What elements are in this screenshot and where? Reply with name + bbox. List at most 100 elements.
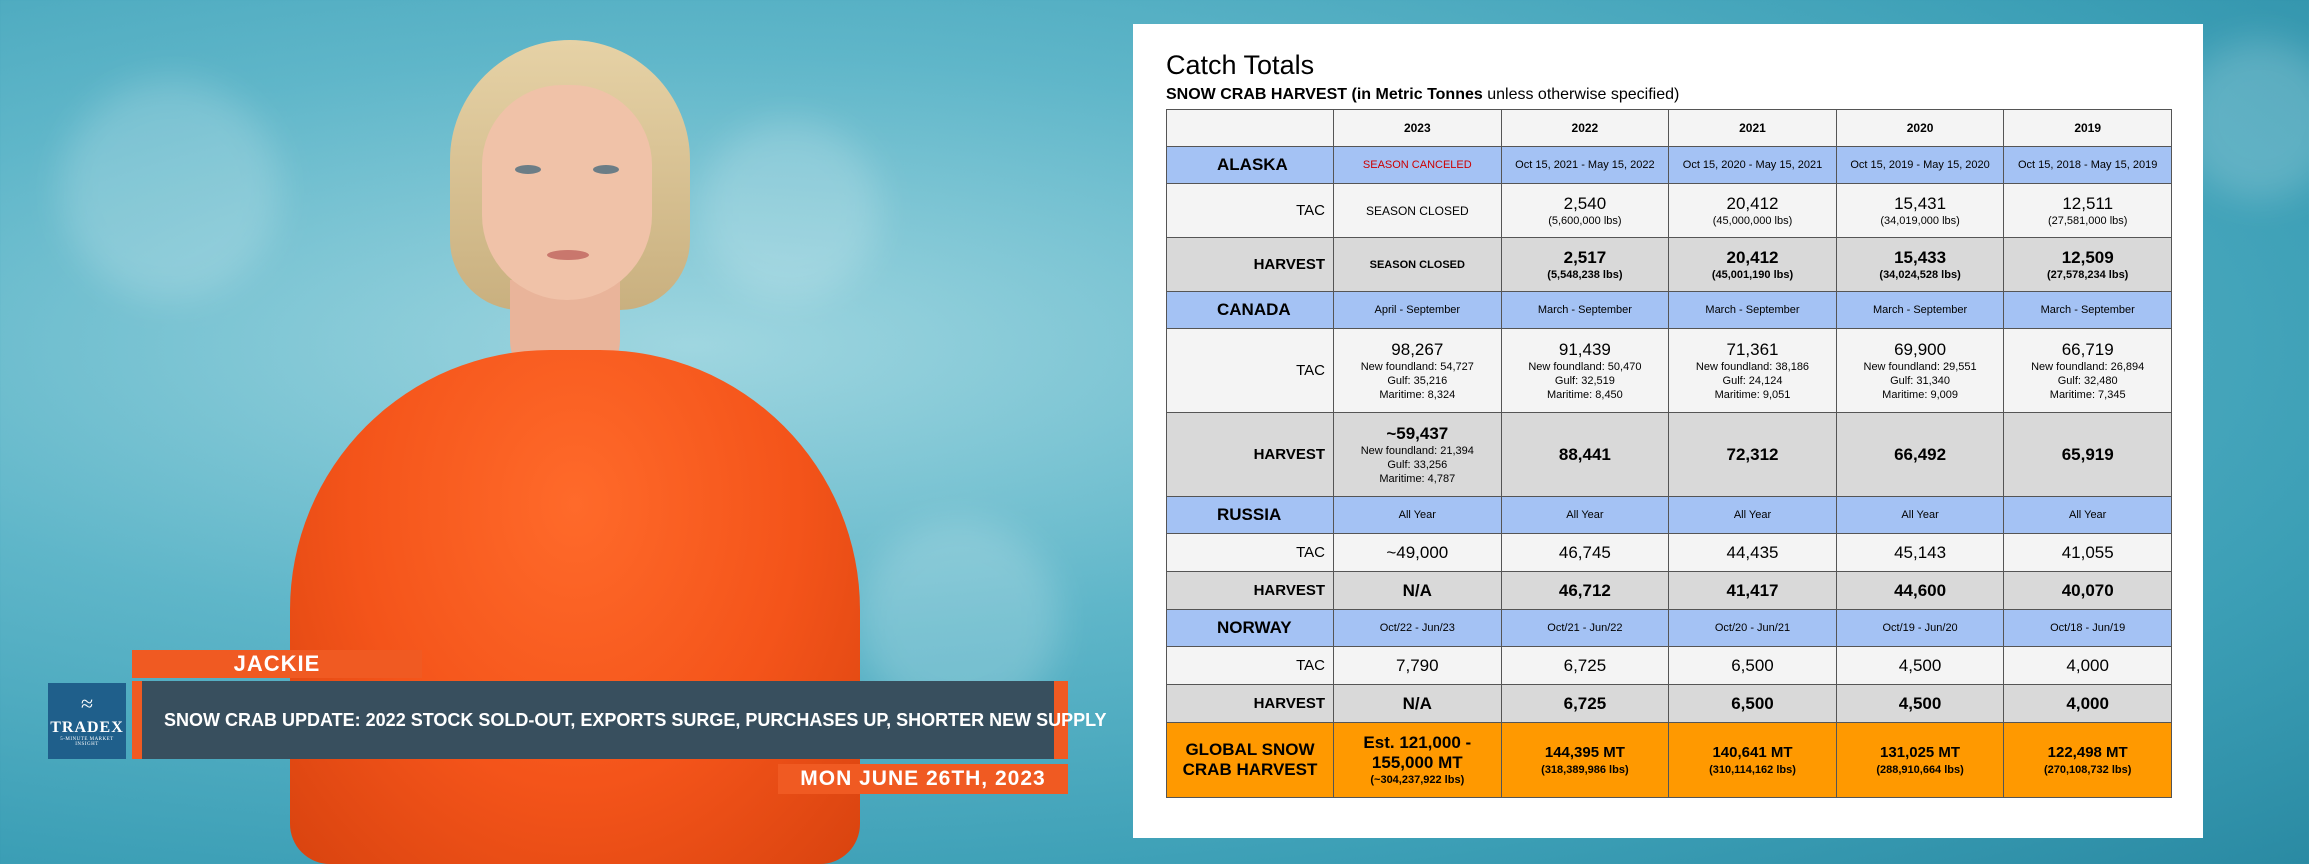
cell-line: New foundland: 54,727 bbox=[1360, 360, 1474, 373]
table-cell: 12,511 (27,581,000 lbs) bbox=[2003, 183, 2172, 238]
background-blur bbox=[60, 80, 280, 300]
cell-main: 6,725 bbox=[1563, 655, 1607, 675]
cell-main: 4,000 bbox=[2066, 693, 2109, 713]
cell-line: Maritime: 8,324 bbox=[1379, 388, 1456, 401]
season-period: Oct/20 - Jun/21 bbox=[1668, 609, 1837, 647]
year-header-row: 2023 2022 2021 2020 2019 bbox=[1166, 109, 2172, 147]
cell-sub: (310,114,162 lbs) bbox=[1709, 764, 1796, 776]
cell-main: 131,025 MT bbox=[1880, 744, 1961, 761]
cell-main: N/A bbox=[1402, 693, 1432, 713]
row-label: HARVEST bbox=[1166, 571, 1334, 610]
table-cell: 15,431 (34,019,000 lbs) bbox=[1835, 183, 2005, 238]
season-period: Oct/19 - Jun/20 bbox=[1835, 609, 2005, 647]
table-cell: 46,712 bbox=[1500, 571, 1670, 610]
table-cell: Est. 121,000 - 155,000 MT (~304,237,922 … bbox=[1333, 722, 1502, 798]
table-cell: 2,540 (5,600,000 lbs) bbox=[1500, 183, 1670, 238]
subtitle-bold: SNOW CRAB HARVEST bbox=[1166, 86, 1348, 103]
cell-line: New foundland: 26,894 bbox=[2031, 360, 2145, 373]
cell-main: 72,312 bbox=[1726, 444, 1779, 464]
table-cell: 41,417 bbox=[1668, 571, 1837, 610]
row-label: TAC bbox=[1166, 328, 1334, 413]
cell-main: Est. 121,000 - bbox=[1363, 733, 1472, 752]
cell-main: 4,500 bbox=[1898, 655, 1942, 675]
table-cell: 15,433 (34,024,528 lbs) bbox=[1835, 237, 2005, 292]
table-cell: N/A bbox=[1333, 684, 1502, 723]
row-label: TAC bbox=[1166, 533, 1334, 572]
table-cell: 2,517 (5,548,238 lbs) bbox=[1500, 237, 1670, 292]
canada-tac-row: TAC 98,267 New foundland: 54,727 Gulf: 35,… bbox=[1166, 328, 2172, 413]
cell-line: Gulf: 31,340 bbox=[1890, 374, 1951, 387]
cell-sub: (318,389,986 lbs) bbox=[1541, 764, 1629, 776]
table-cell: 140,641 MT (310,114,162 lbs) bbox=[1668, 722, 1837, 798]
region-name: NORWAY bbox=[1166, 609, 1334, 647]
cell-line: Gulf: 32,519 bbox=[1554, 374, 1615, 387]
cell-main: 144,395 MT bbox=[1544, 744, 1625, 761]
season-period: Oct/21 - Jun/22 bbox=[1500, 609, 1670, 647]
cell-main: 6,500 bbox=[1731, 655, 1774, 675]
table-cell: 4,000 bbox=[2003, 684, 2172, 723]
catch-table: 2023 2022 2021 2020 2019 ALASKA SEASON C… bbox=[1166, 109, 2172, 798]
table-cell: SEASON CLOSED bbox=[1333, 237, 1502, 292]
norway-tac-row: TAC 7,790 6,725 6,500 4,500 4,000 bbox=[1166, 646, 2172, 685]
table-cell: 7,790 bbox=[1333, 646, 1502, 685]
region-row-canada: CANADA April - September March - Septemb… bbox=[1166, 291, 2172, 329]
table-cell: 46,745 bbox=[1500, 533, 1670, 572]
russia-tac-row: TAC ~49,000 46,745 44,435 45,143 41,055 bbox=[1166, 533, 2172, 572]
table-cell: 131,025 MT (288,910,664 lbs) bbox=[1835, 722, 2005, 798]
cell-main: 20,412 bbox=[1726, 247, 1779, 267]
global-label-line: GLOBAL SNOW bbox=[1185, 740, 1315, 759]
background-blur bbox=[700, 120, 880, 300]
presenter-lips bbox=[547, 250, 589, 260]
table-cell: 98,267 New foundland: 54,727 Gulf: 35,216 M… bbox=[1333, 328, 1502, 413]
cell-main: 6,725 bbox=[1563, 693, 1607, 713]
global-label: GLOBAL SNOW CRAB HARVEST bbox=[1166, 722, 1334, 798]
region-name: ALASKA bbox=[1166, 146, 1334, 184]
subtitle-rest: unless otherwise specified) bbox=[1487, 86, 1680, 103]
season-period: All Year bbox=[1500, 496, 1670, 534]
cell-main: 71,361 bbox=[1726, 339, 1779, 359]
cell-line: New foundland: 38,186 bbox=[1695, 360, 1810, 373]
table-cell: 72,312 bbox=[1668, 412, 1837, 497]
table-cell: 45,143 bbox=[1835, 533, 2005, 572]
region-name: CANADA bbox=[1166, 291, 1334, 329]
date-tag: MON JUNE 26TH, 2023 bbox=[778, 764, 1068, 794]
presenter bbox=[260, 30, 900, 864]
cell-main: N/A bbox=[1402, 580, 1432, 600]
season-period: All Year bbox=[1333, 496, 1502, 534]
cell-sub: (288,910,664 lbs) bbox=[1876, 764, 1964, 776]
season-period: All Year bbox=[1668, 496, 1837, 534]
cell-sub: (270,108,732 lbs) bbox=[2043, 764, 2132, 776]
presenter-name-tag: JACKIE bbox=[132, 650, 422, 678]
cell-main: 40,070 bbox=[2061, 580, 2114, 600]
region-row-norway: NORWAY Oct/22 - Jun/23 Oct/21 - Jun/22 O… bbox=[1166, 609, 2172, 647]
season-period: Oct/18 - Jun/19 bbox=[2003, 609, 2172, 647]
cell-sub: (~304,237,922 lbs) bbox=[1370, 774, 1465, 786]
cell-sub: (5,600,000 lbs) bbox=[1548, 214, 1622, 227]
cell-main: 155,000 MT bbox=[1371, 753, 1463, 772]
season-period: March - September bbox=[2003, 291, 2172, 329]
cell-main: 66,492 bbox=[1894, 444, 1947, 464]
year-header: 2023 bbox=[1333, 109, 1502, 147]
table-cell: SEASON CLOSED bbox=[1333, 183, 1502, 238]
cell-main: 44,600 bbox=[1894, 580, 1947, 600]
table-cell: 6,725 bbox=[1500, 646, 1670, 685]
wave-icon: ≈ bbox=[80, 691, 94, 716]
cell-main: 4,000 bbox=[2066, 655, 2109, 675]
table-cell: 88,441 bbox=[1500, 412, 1670, 497]
cell-main: 4,500 bbox=[1898, 693, 1942, 713]
cell-line: Gulf: 24,124 bbox=[1722, 374, 1783, 387]
season-period: Oct 15, 2018 - May 15, 2019 bbox=[2003, 146, 2172, 184]
region-row-russia: RUSSIA All Year All Year All Year All Ye… bbox=[1166, 496, 2172, 534]
table-cell: 44,600 bbox=[1835, 571, 2005, 610]
season-period: March - September bbox=[1668, 291, 1837, 329]
alaska-harvest-row: HARVEST SEASON CLOSED 2,517 (5,548,238 lb… bbox=[1166, 237, 2172, 292]
presenter-sweater bbox=[290, 350, 860, 864]
table-cell: 20,412 (45,000,000 lbs) bbox=[1668, 183, 1837, 238]
season-period: Oct 15, 2019 - May 15, 2020 bbox=[1835, 146, 2005, 184]
cell-line: New foundland: 50,470 bbox=[1528, 360, 1642, 373]
cell-main: ~49,000 bbox=[1386, 542, 1449, 562]
cell-main: ~59,437 bbox=[1386, 423, 1449, 443]
table-cell: 66,719 New foundland: 26,894 Gulf: 32,480 M… bbox=[2003, 328, 2172, 413]
year-header: 2019 bbox=[2003, 109, 2172, 147]
cell-main: 2,540 bbox=[1563, 193, 1607, 213]
